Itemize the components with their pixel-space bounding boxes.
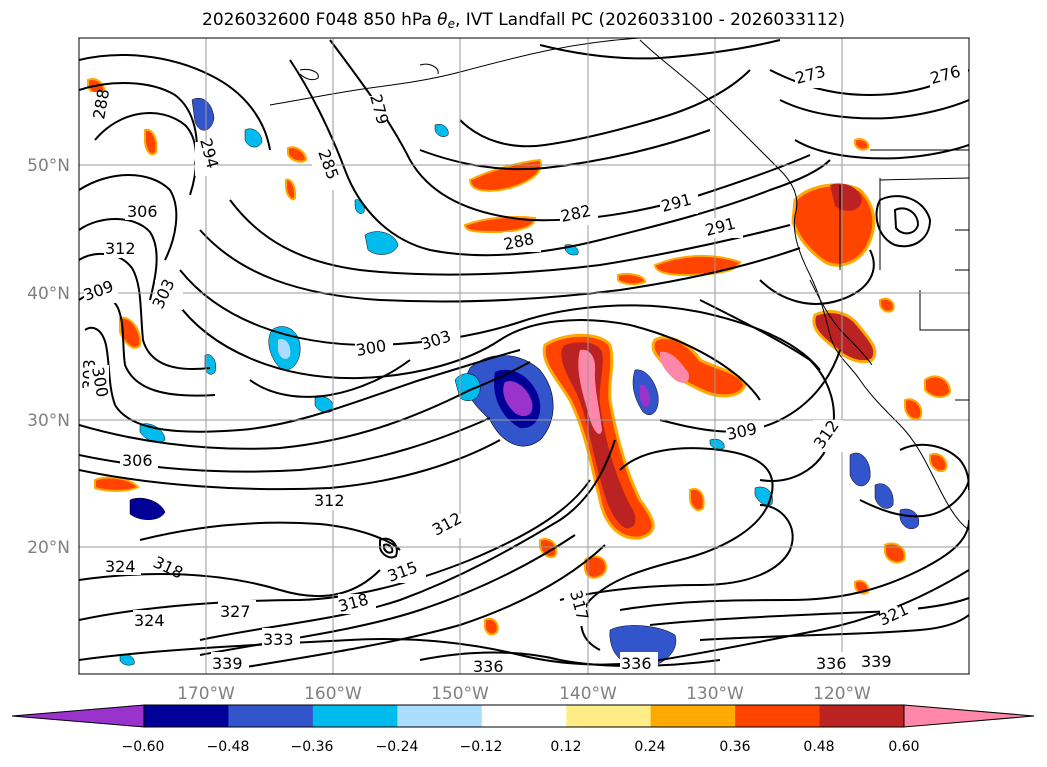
colorbar-segment [650, 705, 736, 727]
contour-label: 312 [105, 239, 136, 258]
colorbar-tick-label: 0.48 [803, 739, 834, 755]
contour-label: 312 [314, 491, 345, 510]
contour-label: 327 [220, 602, 251, 621]
contour-label: 306 [127, 202, 158, 221]
contour-label: 336 [621, 654, 652, 673]
colorbar-segment [819, 705, 905, 727]
colorbar-segment [228, 705, 314, 727]
colorbar-segment [397, 705, 483, 727]
colorbar-segment [566, 705, 652, 727]
positive-anomaly-shading [87, 78, 952, 636]
contour-label: 336 [816, 654, 847, 673]
contour-label: 324 [105, 557, 136, 576]
colorbar-extend-min [11, 704, 145, 728]
contour-label: 333 [263, 630, 294, 649]
lat-label: 40°N [27, 284, 70, 304]
colorbar-tick-label: 0.60 [888, 739, 919, 755]
lon-label: 140°W [559, 684, 617, 704]
colorbar: −0.60 −0.48 −0.36 −0.24 −0.12 0.12 0.24 … [11, 704, 1035, 755]
contour-labels: 288 294 279 285 306 312 309 303 303 300 … [79, 62, 968, 676]
colorbar-tick-label: 0.36 [719, 739, 750, 755]
contour-label: 324 [134, 611, 165, 630]
colorbar-tick-label: −0.24 [376, 739, 419, 755]
lon-label: 120°W [813, 684, 871, 704]
map-panel: 288 294 279 285 306 312 309 303 303 300 … [79, 38, 969, 676]
lat-label: 30°N [27, 411, 70, 431]
longitude-labels: 170°W 160°W 150°W 140°W 130°W 120°W [177, 684, 871, 704]
contour-label: 339 [212, 654, 243, 673]
colorbar-segment [312, 705, 398, 727]
lon-label: 170°W [177, 684, 235, 704]
colorbar-segment [481, 705, 567, 727]
colorbar-frame [143, 704, 905, 728]
lat-label: 20°N [27, 538, 70, 558]
colorbar-tick-label: 0.12 [550, 739, 581, 755]
map-title: 2026032600 F048 850 hPa θe, IVT Landfall… [202, 10, 845, 31]
colorbar-tick-label: −0.36 [291, 739, 334, 755]
colorbar-tick-label: −0.12 [460, 739, 503, 755]
map-frame [78, 37, 970, 675]
colorbar-extend-max [903, 704, 1035, 728]
contour-label: 336 [473, 657, 504, 676]
lat-label: 50°N [27, 156, 70, 176]
colorbar-ticks: −0.60 −0.48 −0.36 −0.24 −0.12 0.12 0.24 … [122, 739, 920, 755]
contour-label: 306 [122, 451, 153, 470]
colorbar-tick-label: 0.24 [634, 739, 665, 755]
colorbar-segment [144, 705, 229, 727]
lon-label: 130°W [686, 684, 744, 704]
colorbar-tick-label: −0.60 [122, 739, 165, 755]
colorbar-segment [735, 705, 821, 727]
gridlines [79, 38, 969, 674]
colorbar-tick-label: −0.48 [207, 739, 250, 755]
contour-label: 339 [861, 652, 892, 671]
lon-label: 160°W [304, 684, 362, 704]
theta-e-contours [79, 39, 969, 669]
lon-label: 150°W [431, 684, 489, 704]
colorbar-segments [144, 705, 905, 727]
latitude-labels: 50°N 40°N 30°N 20°N [27, 156, 70, 558]
